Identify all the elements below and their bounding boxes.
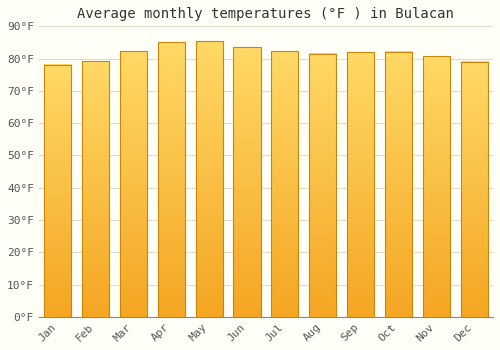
Bar <box>385 52 412 317</box>
Bar <box>234 47 260 317</box>
Bar <box>158 42 185 317</box>
Bar <box>309 54 336 317</box>
Bar <box>82 61 109 317</box>
Bar <box>196 41 223 317</box>
Bar <box>44 65 72 317</box>
Bar <box>422 56 450 317</box>
Bar <box>271 51 298 317</box>
Title: Average monthly temperatures (°F ) in Bulacan: Average monthly temperatures (°F ) in Bu… <box>78 7 454 21</box>
Bar <box>347 52 374 317</box>
Bar <box>120 51 147 317</box>
Bar <box>460 62 488 317</box>
